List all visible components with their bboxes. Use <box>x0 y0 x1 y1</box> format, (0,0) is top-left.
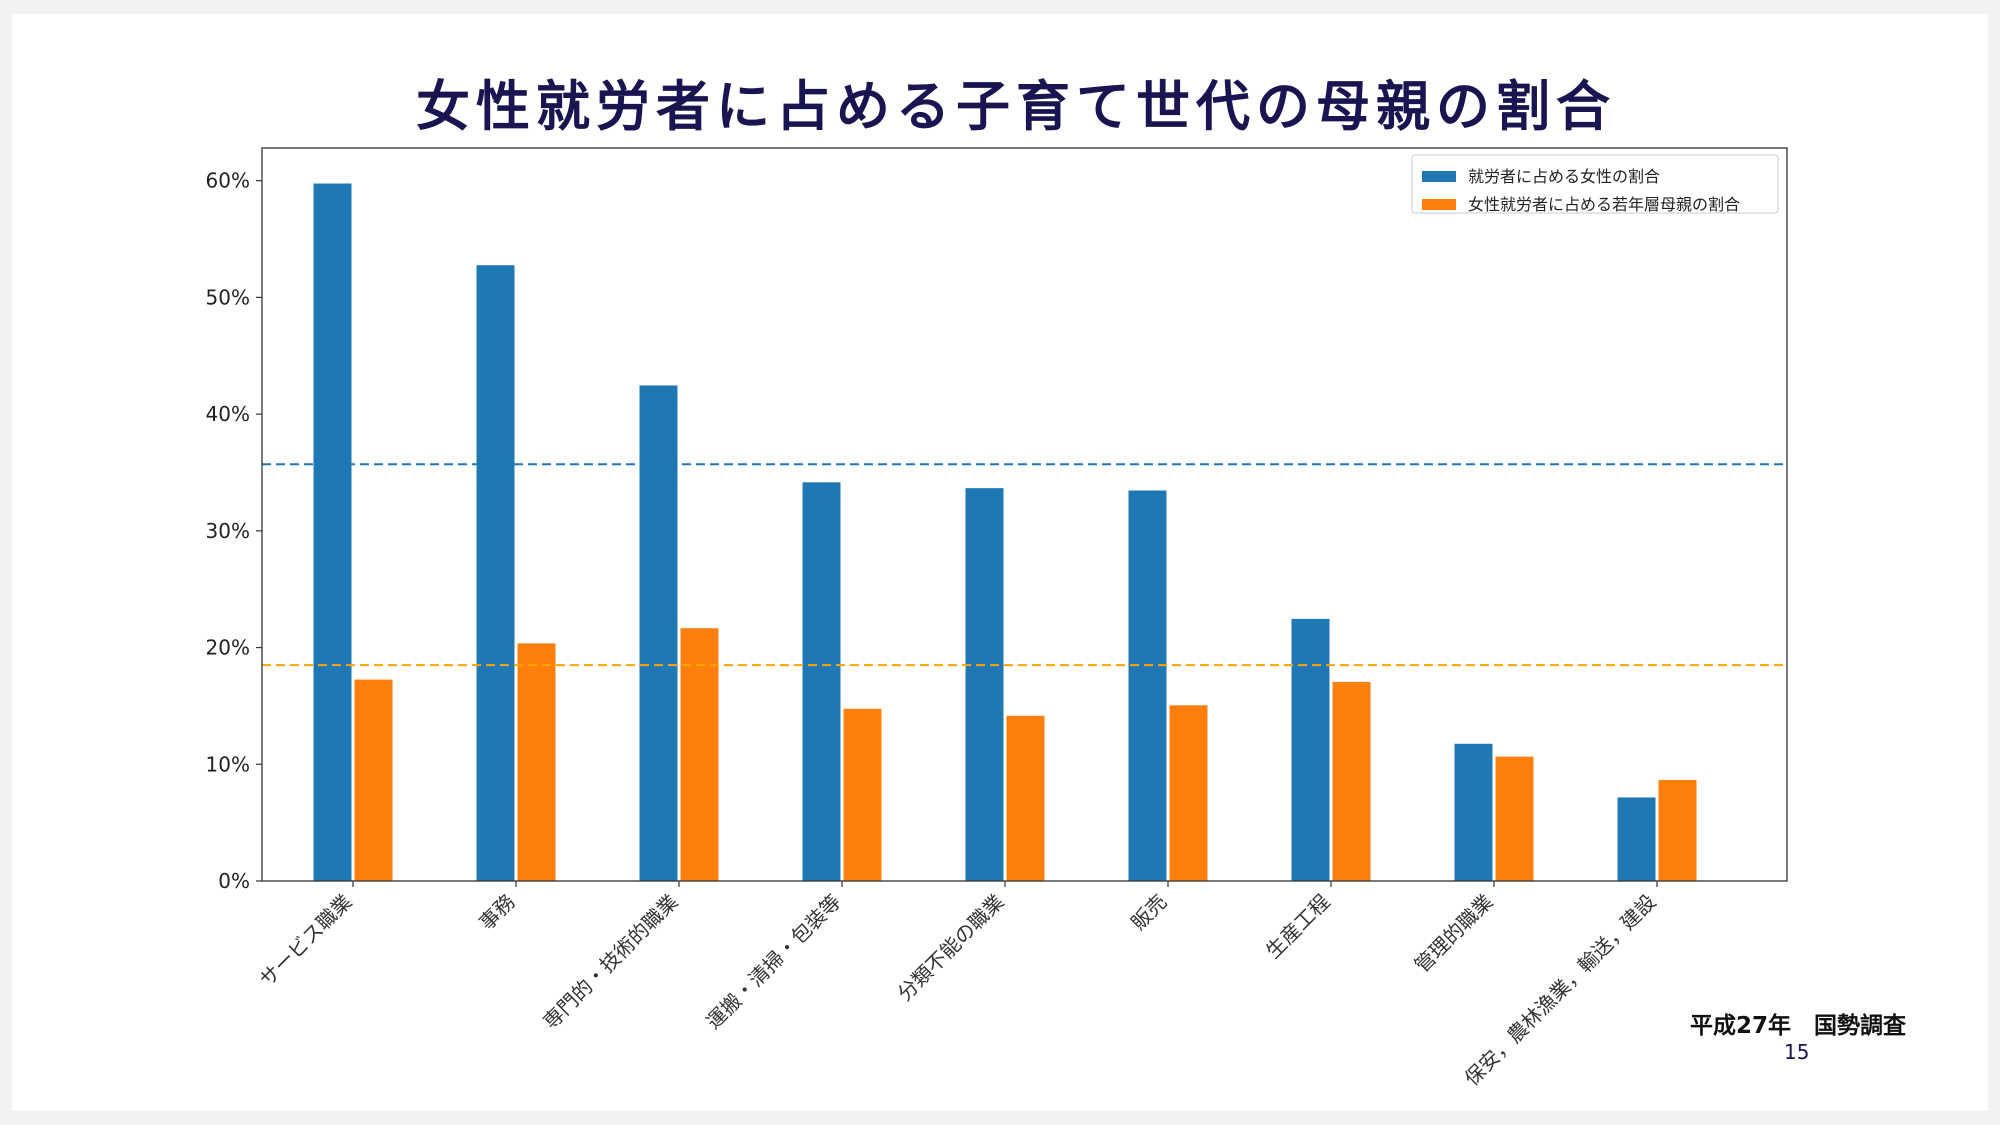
x-tick-label-3: 運搬・清掃・包装等 <box>701 890 845 1034</box>
y-tick-label-4: 40% <box>206 402 250 426</box>
legend-label-0: 就労者に占める女性の割合 <box>1468 167 1660 186</box>
source-note: 平成27年 国勢調査 <box>1690 1013 1907 1039</box>
x-tick-label-5: 販売 <box>1126 890 1171 935</box>
y-tick-label-0: 0% <box>218 869 250 893</box>
x-tick-label-7: 管理的職業 <box>1410 890 1498 978</box>
bar-young-mothers-share-0 <box>353 678 394 882</box>
y-tick-label-1: 10% <box>206 752 250 776</box>
x-tick-label-0: サービス職業 <box>255 890 357 992</box>
bar-young-mothers-share-1 <box>516 642 557 882</box>
bar-young-mothers-share-8 <box>1657 778 1698 882</box>
x-tick-label-4: 分類不能の職業 <box>893 890 1009 1006</box>
bar-women-share-4 <box>964 487 1005 882</box>
bar-women-share-2 <box>638 384 679 882</box>
x-tick-label-2: 専門的・技術的職業 <box>538 890 682 1034</box>
legend-swatch-0 <box>1422 171 1456 182</box>
legend-swatch-1 <box>1422 199 1456 210</box>
bar-women-share-8 <box>1616 796 1657 882</box>
y-tick-label-2: 20% <box>206 636 250 660</box>
bar-women-share-3 <box>801 481 842 882</box>
x-tick-label-8: 保安，農林漁業，輸送，建設 <box>1460 890 1661 1091</box>
bar-young-mothers-share-7 <box>1494 755 1535 882</box>
x-tick-label-1: 事務 <box>474 890 519 935</box>
bar-young-mothers-share-3 <box>842 707 883 882</box>
y-tick-label-6: 60% <box>206 169 250 193</box>
legend-box <box>1411 154 1779 214</box>
y-tick-label-5: 50% <box>206 285 250 309</box>
page-number: 15 <box>1784 1040 1810 1064</box>
bar-women-share-0 <box>312 182 353 882</box>
bar-women-share-1 <box>475 264 516 882</box>
slide-title: 女性就労者に占める子育て世代の母親の割合 <box>416 75 1616 138</box>
bar-young-mothers-share-5 <box>1168 704 1209 882</box>
bar-women-share-7 <box>1453 742 1494 882</box>
x-tick-label-6: 生産工程 <box>1261 890 1335 964</box>
y-tick-label-3: 30% <box>206 519 250 543</box>
plot-frame <box>261 147 1788 882</box>
bar-young-mothers-share-6 <box>1331 680 1372 882</box>
bar-young-mothers-share-4 <box>1005 714 1046 882</box>
legend-label-1: 女性就労者に占める若年層母親の割合 <box>1468 195 1740 214</box>
bar-women-share-6 <box>1290 617 1331 882</box>
bar-women-share-5 <box>1127 489 1168 882</box>
